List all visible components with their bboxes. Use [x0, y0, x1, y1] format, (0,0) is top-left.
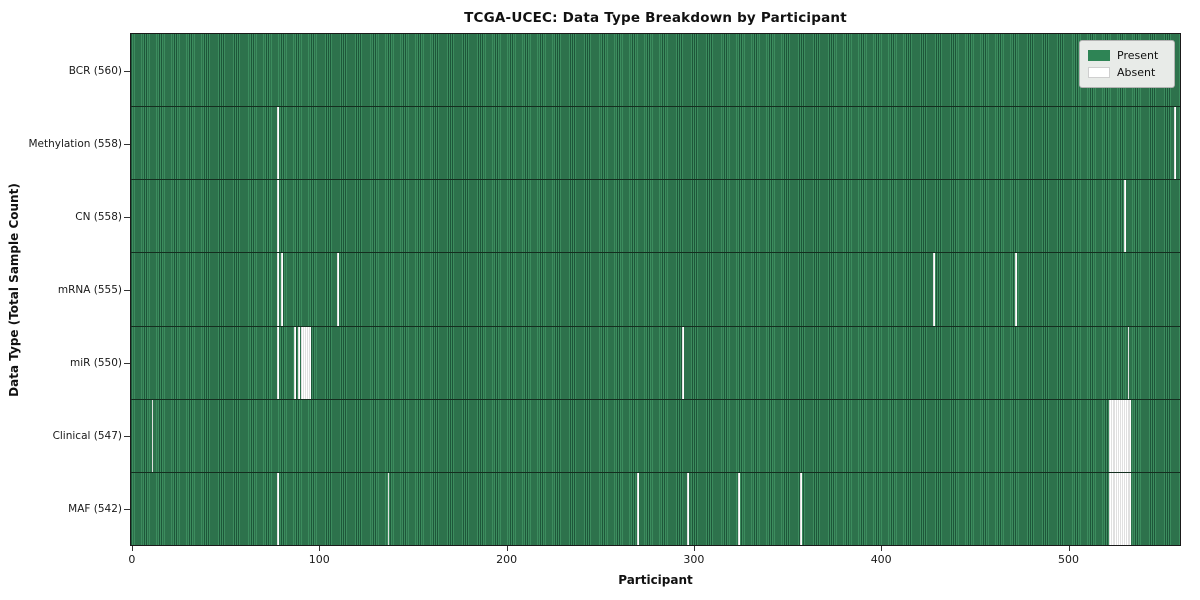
x-tick-mark [319, 546, 321, 551]
absent-stripe [1112, 472, 1115, 545]
legend: Present Absent [1079, 40, 1175, 88]
absent-stripe [1127, 399, 1130, 472]
absent-stripe [799, 472, 802, 545]
absent-stripe [1114, 399, 1117, 472]
absent-stripe [1129, 472, 1132, 545]
absent-stripe [1123, 472, 1126, 545]
chart-title: TCGA-UCEC: Data Type Breakdown by Partic… [464, 10, 847, 26]
absent-stripe [1120, 399, 1122, 472]
x-tick-label-100: 100 [308, 553, 330, 566]
x-tick-mark [1068, 546, 1070, 551]
absent-stripe [1108, 472, 1111, 545]
heatmap-row-MAF [131, 472, 1180, 545]
heatmap-row-mRNA [131, 253, 1180, 327]
x-tick-mark [131, 546, 133, 551]
y-tick-mark [124, 216, 130, 218]
absent-stripe [305, 326, 308, 399]
y-tick-label-Clinical: Clinical (547) [52, 429, 122, 442]
x-tick-label-0: 0 [128, 553, 136, 566]
y-tick-label-CN: CN (558) [75, 210, 122, 223]
absent-stripe [277, 326, 279, 399]
y-tick-label-miR: miR (550) [69, 356, 122, 369]
absent-stripe [737, 472, 740, 545]
absent-stripe [1123, 180, 1126, 253]
absent-stripe [1118, 472, 1121, 545]
absent-stripe [307, 326, 309, 399]
absent-stripe [1015, 253, 1018, 326]
y-tick-mark [124, 143, 130, 145]
absent-stripe [1174, 107, 1177, 180]
absent-stripe [1112, 399, 1115, 472]
absent-stripe [681, 326, 684, 399]
absent-stripe [1129, 399, 1132, 472]
absent-stripe [337, 253, 339, 326]
absent-stripe [303, 326, 306, 399]
x-tick-mark [693, 546, 695, 551]
heatmap-row-miR [131, 326, 1180, 400]
absent-stripe [293, 326, 296, 399]
x-tick-label-200: 200 [496, 553, 518, 566]
absent-stripe [1110, 472, 1113, 545]
absent-stripe [1123, 399, 1126, 472]
y-tick-label-BCR: BCR (560) [68, 64, 122, 77]
y-axis-label: Data Type (Total Sample Count) [7, 183, 21, 397]
absent-stripe [280, 253, 283, 326]
heatmap-row-Clinical [131, 399, 1180, 473]
absent-stripe [1127, 326, 1130, 399]
x-tick-label-400: 400 [870, 553, 892, 566]
absent-stripe [1120, 472, 1122, 545]
heatmap-rows-container [131, 34, 1180, 545]
absent-stripe [932, 253, 935, 326]
legend-present-label: Present [1117, 49, 1159, 62]
x-tick-label-300: 300 [683, 553, 705, 566]
x-axis-label: Participant [618, 573, 693, 587]
absent-stripe [277, 180, 279, 253]
y-tick-label-MAF: MAF (542) [68, 502, 122, 515]
absent-stripe [1110, 399, 1113, 472]
absent-stripe [387, 472, 390, 545]
absent-stripe [277, 472, 279, 545]
y-tick-label-mRNA: mRNA (555) [57, 283, 122, 296]
heatmap-row-CN [131, 180, 1180, 254]
x-tick-mark [506, 546, 508, 551]
absent-stripe [308, 326, 311, 399]
absent-stripe [1127, 472, 1130, 545]
x-tick-label-500: 500 [1058, 553, 1079, 566]
absent-stripe [301, 326, 304, 399]
plot-area: Present Absent [130, 33, 1181, 546]
absent-stripe [1118, 399, 1121, 472]
absent-stripe [1125, 399, 1128, 472]
y-tick-mark [124, 435, 130, 437]
legend-present-swatch [1088, 50, 1110, 61]
absent-stripe [277, 253, 279, 326]
heatmap-row-BCR [131, 34, 1180, 108]
absent-stripe [687, 472, 690, 545]
legend-absent-label: Absent [1117, 66, 1156, 79]
absent-stripe [636, 472, 639, 545]
y-tick-mark [124, 508, 130, 510]
absent-stripe [1116, 472, 1119, 545]
y-tick-mark [124, 70, 130, 72]
x-tick-mark [881, 546, 883, 551]
absent-stripe [277, 107, 279, 180]
absent-stripe [1125, 472, 1128, 545]
legend-absent-swatch [1088, 67, 1110, 78]
legend-item-present: Present [1088, 47, 1166, 64]
absent-stripe [1116, 399, 1119, 472]
absent-stripe [1114, 472, 1117, 545]
absent-stripe [1108, 399, 1111, 472]
y-tick-label-Methylation: Methylation (558) [28, 137, 122, 150]
y-tick-mark [124, 362, 130, 364]
y-tick-mark [124, 289, 130, 291]
absent-stripe [1121, 399, 1124, 472]
absent-stripe [1121, 472, 1124, 545]
heatmap-row-Methylation [131, 107, 1180, 181]
absent-stripe [297, 326, 300, 399]
legend-item-absent: Absent [1088, 64, 1166, 81]
absent-stripe [151, 399, 154, 472]
